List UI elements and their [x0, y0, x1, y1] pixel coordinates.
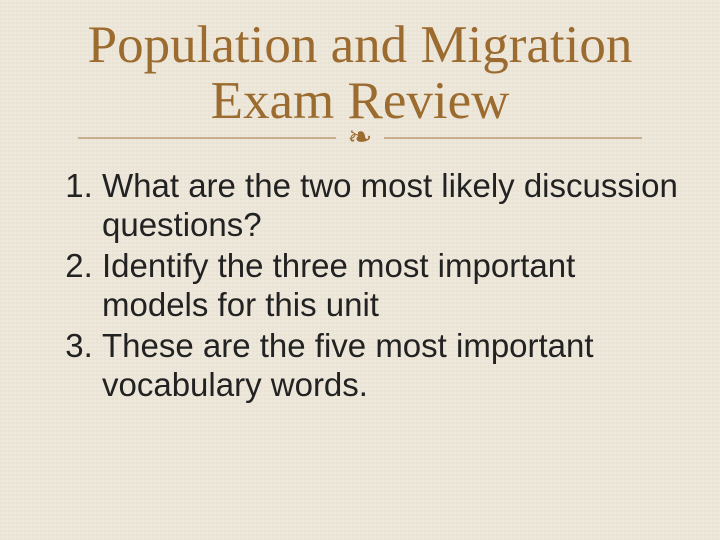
slide: Population and Migration Exam Review ❧ W… [0, 0, 720, 540]
divider-rule-right [384, 137, 642, 139]
list-item: What are the two most likely discussion … [102, 167, 682, 245]
title-line-1: Population and Migration [88, 16, 633, 74]
question-text: Identify the three most important models… [102, 247, 575, 323]
slide-body: What are the two most likely discussion … [38, 167, 682, 405]
question-text: These are the five most important vocabu… [102, 327, 594, 403]
flourish-icon: ❧ [347, 123, 372, 153]
list-item: Identify the three most important models… [102, 247, 682, 325]
slide-title: Population and Migration Exam Review [38, 18, 682, 129]
list-item: These are the five most important vocabu… [102, 327, 682, 405]
title-divider: ❧ [38, 123, 682, 153]
question-text: What are the two most likely discussion … [102, 167, 678, 243]
divider-rule-left [78, 137, 336, 139]
question-list: What are the two most likely discussion … [44, 167, 682, 405]
